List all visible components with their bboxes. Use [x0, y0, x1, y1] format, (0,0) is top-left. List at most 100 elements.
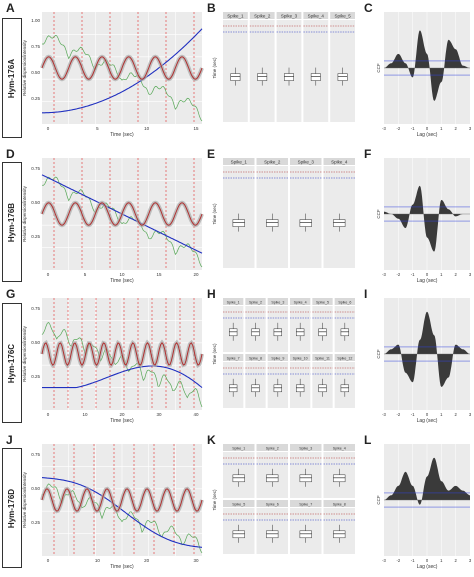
strip-header [267, 298, 288, 305]
panel-letter-h: H [207, 287, 216, 301]
panel-letter-g: G [6, 287, 16, 301]
box [299, 530, 312, 539]
strip-header [334, 354, 355, 361]
y-tick-label: 0.25 [31, 96, 40, 101]
x-axis-title: Lag (sec) [417, 278, 438, 284]
x-tick-label: 10 [144, 126, 150, 131]
strip-header [245, 354, 266, 361]
strip-label: Spike_8 [333, 503, 346, 507]
strip-label: Spike_5 [232, 503, 245, 507]
strip-label: Spike_2 [249, 301, 262, 305]
x-tick-label: 30 [193, 558, 199, 563]
x-tick-label: 2 [454, 126, 457, 131]
ccf-area [384, 311, 470, 387]
x-tick-label: -3 [382, 558, 386, 563]
y-axis-title: Relative dispersion/intensity [22, 185, 27, 242]
x-tick-label: 0 [426, 126, 429, 131]
strip-header [290, 444, 322, 451]
strip-header [256, 158, 288, 165]
y-axis-title: CCF [376, 495, 381, 504]
strip-header [323, 158, 355, 165]
red-trace [41, 341, 203, 367]
x-tick-label: 1 [440, 412, 443, 417]
box [318, 384, 327, 393]
blue-trace [42, 28, 203, 114]
box [299, 474, 312, 483]
x-tick-label: 2 [454, 558, 457, 563]
strip-header [223, 12, 248, 19]
strip-label: Spike_7 [227, 357, 240, 361]
x-tick-label: 0 [47, 558, 50, 563]
x-tick-label: -1 [411, 558, 415, 563]
x-tick-label: 0 [426, 412, 429, 417]
trace-panel-g: 0.25 0.50 0.75 0 10 20 30 40 Time (sec) Relative … [22, 298, 204, 424]
y-tick-label: 0.25 [31, 520, 40, 525]
y-tick-label: 0.50 [31, 200, 40, 205]
strip-header [223, 298, 244, 305]
strip-label: Spike_2 [266, 447, 279, 451]
strip-label: Spike_1 [227, 14, 244, 19]
x-axis-title: Time (sec) [110, 278, 134, 284]
strip-header [290, 158, 322, 165]
box [296, 328, 305, 337]
panel-letter-i: I [364, 287, 368, 301]
row-label-b: Hym-176B [2, 162, 22, 282]
x-tick-label: -1 [411, 272, 415, 277]
x-tick-label: -2 [396, 558, 400, 563]
trace-panel-d: 0.25 0.50 0.75 0 5 10 15 20 Time (sec) Relative d… [22, 158, 204, 284]
box [232, 474, 245, 483]
x-axis-title: Time (sec) [110, 418, 134, 424]
x-tick-label: 0 [47, 272, 50, 277]
strip-label: Spike_5 [316, 301, 329, 305]
strip-header [276, 12, 302, 19]
box [318, 328, 327, 337]
y-axis-title: CCF [376, 209, 381, 218]
x-tick-label: -1 [411, 126, 415, 131]
red-trace [41, 56, 203, 80]
y-axis-title: Time (sec) [212, 203, 217, 225]
y-tick-label: 0.50 [31, 340, 40, 345]
x-tick-label: -2 [396, 126, 400, 131]
red-trace [41, 488, 203, 512]
box [229, 384, 238, 393]
x-tick-label: -3 [382, 412, 386, 417]
row-label-a: Hym-176A [2, 18, 22, 138]
box-panel-k: Spike_1 Spike_2 Spike_3 Spike_4 Spike_5 Spike… [212, 444, 355, 554]
box-panel-h: Spike_1 Spike_2 Spike_3 Spike_4 Spike_5 Spike… [212, 298, 355, 408]
box [266, 219, 279, 227]
y-tick-label: 0.25 [31, 234, 40, 239]
strip-label: Spike_10 [293, 357, 308, 361]
x-tick-label: 1 [440, 126, 443, 131]
x-tick-label: 2 [454, 412, 457, 417]
x-axis-title: Lag (sec) [417, 564, 438, 570]
x-tick-label: 30 [156, 412, 162, 417]
green-trace [41, 176, 203, 268]
panel-letter-f: F [364, 147, 372, 161]
box [340, 328, 349, 337]
x-tick-label: 3 [469, 126, 472, 131]
strip-label: Spike_3 [281, 14, 298, 19]
x-tick-label: 10 [119, 272, 125, 277]
box [333, 474, 346, 483]
box [251, 384, 260, 393]
x-axis-title: Lag (sec) [417, 132, 438, 138]
y-tick-label: 0.50 [31, 70, 40, 75]
y-axis-title: Time (sec) [212, 343, 217, 365]
box [284, 73, 294, 81]
x-tick-label: 0 [426, 558, 429, 563]
strip-label: Spike_1 [231, 160, 248, 165]
x-axis-title: Time (sec) [110, 132, 134, 138]
strip-header [290, 500, 322, 507]
x-tick-label: 5 [84, 272, 87, 277]
x-tick-label: 20 [119, 412, 125, 417]
strip-header [312, 354, 333, 361]
strip-header [256, 500, 288, 507]
strip-header [312, 298, 333, 305]
strip-label: Spike_4 [294, 301, 307, 305]
x-tick-label: 3 [469, 412, 472, 417]
box [333, 530, 346, 539]
strip-label: Spike_5 [334, 14, 351, 19]
box [232, 530, 245, 539]
box [333, 219, 346, 227]
row-label-d: Hym-176D [2, 448, 22, 568]
